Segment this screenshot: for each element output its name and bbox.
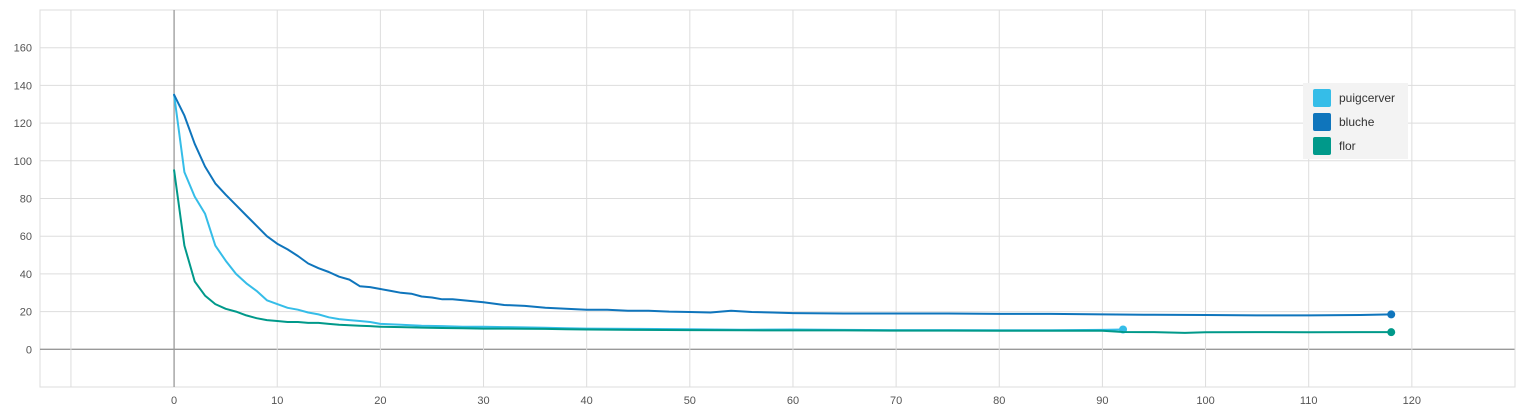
series-end-marker-flor	[1387, 328, 1396, 337]
legend-label-flor: flor	[1339, 139, 1356, 153]
legend-swatch-bluche	[1313, 113, 1331, 131]
y-tick-label: 80	[20, 194, 32, 206]
legend-item-flor[interactable]: flor	[1313, 137, 1356, 155]
series-end-marker-bluche	[1387, 310, 1396, 319]
x-tick-label: 0	[171, 395, 177, 407]
y-tick-label: 140	[14, 80, 32, 92]
x-tick-label: 10	[271, 395, 283, 407]
x-tick-label: 40	[581, 395, 593, 407]
x-tick-label: 120	[1403, 395, 1421, 407]
x-tick-label: 80	[993, 395, 1005, 407]
legend-item-puigcerver[interactable]: puigcerver	[1313, 89, 1395, 107]
tick-labels: 0 20 40 60 80 100 120 140 160 0 10 20 30 40 50 60 70 80 90…	[14, 43, 1421, 407]
x-tick-label: 90	[1096, 395, 1108, 407]
y-tick-label: 160	[14, 43, 32, 55]
x-tick-label: 50	[684, 395, 696, 407]
legend-swatch-puigcerver	[1313, 89, 1331, 107]
y-tick-label: 120	[14, 118, 32, 130]
legend-item-bluche[interactable]: bluche	[1313, 113, 1374, 131]
grid-layer	[39, 9, 1516, 388]
series-layer	[173, 93, 1396, 337]
x-tick-label: 70	[890, 395, 902, 407]
x-tick-label: 30	[477, 395, 489, 407]
x-tick-label: 100	[1196, 395, 1214, 407]
y-tick-label: 0	[26, 344, 32, 356]
legend-label-puigcerver: puigcerver	[1339, 91, 1396, 105]
legend: puigcerver bluche flor	[1303, 83, 1408, 159]
y-tick-label: 60	[20, 231, 32, 243]
y-tick-label: 100	[14, 156, 32, 168]
series-line-puigcerver	[173, 93, 1124, 332]
x-tick-label: 60	[787, 395, 799, 407]
legend-label-bluche: bluche	[1339, 115, 1375, 129]
series-line-bluche	[173, 93, 1393, 317]
x-tick-label: 20	[374, 395, 386, 407]
x-tick-label: 110	[1300, 395, 1318, 407]
y-tick-label: 20	[20, 307, 32, 319]
series-line-flor	[173, 169, 1393, 334]
y-tick-label: 40	[20, 269, 32, 281]
legend-swatch-flor	[1313, 137, 1331, 155]
